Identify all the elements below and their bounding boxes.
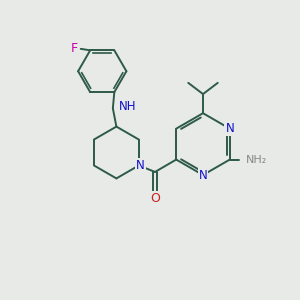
Text: N: N	[225, 122, 234, 135]
Text: N: N	[136, 159, 145, 172]
Text: NH: NH	[119, 100, 137, 113]
Text: NH₂: NH₂	[246, 154, 267, 165]
Text: F: F	[71, 42, 78, 56]
Text: O: O	[150, 192, 160, 205]
Text: N: N	[199, 169, 207, 182]
